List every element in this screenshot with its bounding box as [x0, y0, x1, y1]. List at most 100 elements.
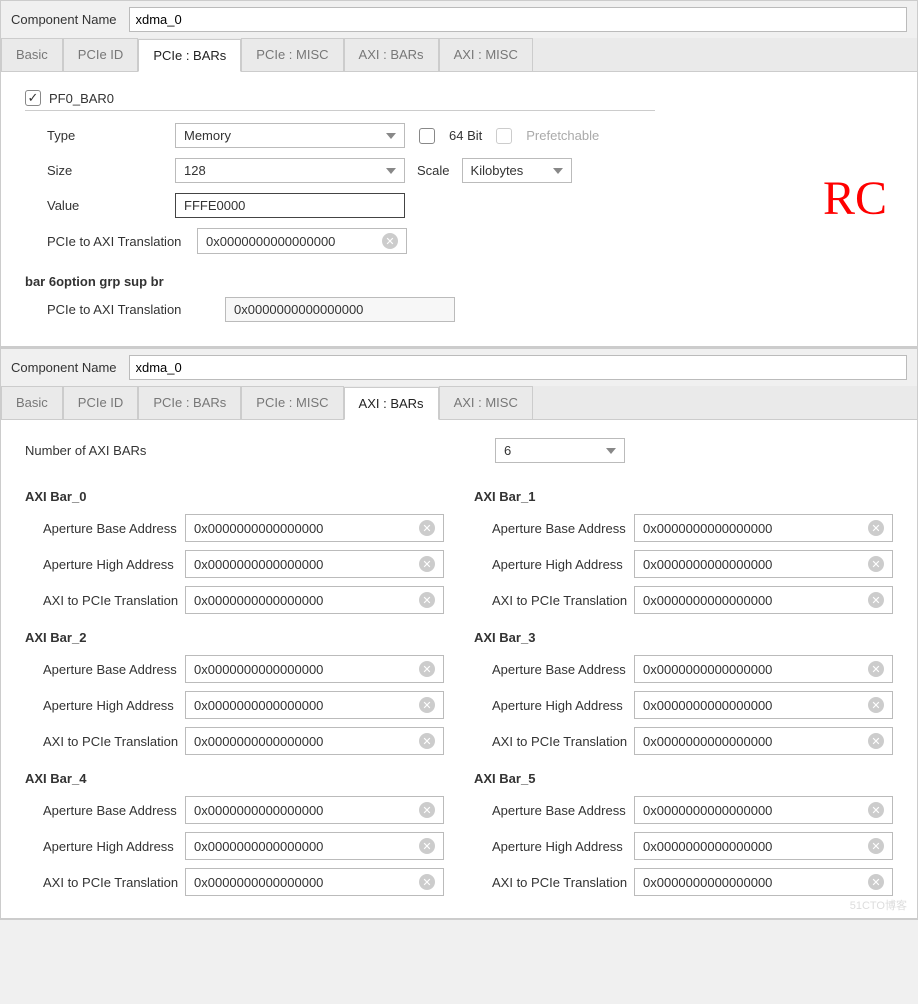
axi-high-label: Aperture High Address: [474, 698, 634, 713]
value-input[interactable]: FFFE0000: [175, 193, 405, 218]
clear-icon[interactable]: ✕: [868, 520, 884, 536]
panel-axi-bars: Component Name BasicPCIe IDPCIe : BARsPC…: [0, 348, 918, 920]
tab-axi-bars[interactable]: AXI : BARs: [344, 38, 439, 71]
axi-trans-input[interactable]: 0x0000000000000000✕: [185, 727, 444, 755]
component-name-input-2[interactable]: [129, 355, 908, 380]
axi-trans-label: AXI to PCIe Translation: [474, 734, 634, 749]
clear-icon[interactable]: ✕: [868, 661, 884, 677]
axi-trans-input[interactable]: 0x0000000000000000✕: [634, 586, 893, 614]
axi-trans-value: 0x0000000000000000: [194, 875, 419, 890]
tab-axi-misc[interactable]: AXI : MISC: [439, 38, 533, 71]
size-row: Size 128 Scale Kilobytes: [25, 158, 893, 183]
pf0-bar0-title: PF0_BAR0: [49, 91, 114, 106]
axi-base-input[interactable]: 0x0000000000000000✕: [634, 655, 893, 683]
axi-bar-row: Aperture High Address0x0000000000000000✕: [474, 832, 893, 860]
size-select[interactable]: 128: [175, 158, 405, 183]
axi-trans-value: 0x0000000000000000: [643, 734, 868, 749]
axi-bar-row: AXI to PCIe Translation0x000000000000000…: [25, 727, 444, 755]
value-row: Value FFFE0000: [25, 193, 893, 218]
pcie-axi-trans-label: PCIe to AXI Translation: [25, 234, 197, 249]
tab-pcie-bars[interactable]: PCIe : BARs: [138, 39, 241, 72]
clear-icon[interactable]: ✕: [868, 697, 884, 713]
axi-trans-label: AXI to PCIe Translation: [25, 734, 185, 749]
axi-base-value: 0x0000000000000000: [643, 662, 868, 677]
chevron-down-icon: [553, 168, 563, 174]
axi-trans-value: 0x0000000000000000: [194, 734, 419, 749]
num-axi-bars-select[interactable]: 6: [495, 438, 625, 463]
axi-base-value: 0x0000000000000000: [643, 521, 868, 536]
clear-icon[interactable]: ✕: [419, 874, 435, 890]
value-text: FFFE0000: [184, 198, 245, 213]
axi-high-input[interactable]: 0x0000000000000000✕: [634, 550, 893, 578]
axi-trans-value: 0x0000000000000000: [643, 875, 868, 890]
clear-icon[interactable]: ✕: [868, 733, 884, 749]
axi-trans-label: AXI to PCIe Translation: [25, 875, 185, 890]
axi-high-label: Aperture High Address: [25, 698, 185, 713]
axi-bar-row: Aperture Base Address0x0000000000000000✕: [474, 514, 893, 542]
axi-high-label: Aperture High Address: [25, 839, 185, 854]
axi-high-value: 0x0000000000000000: [643, 557, 868, 572]
clear-icon[interactable]: ✕: [868, 592, 884, 608]
clear-icon[interactable]: ✕: [868, 556, 884, 572]
chevron-down-icon: [606, 448, 616, 454]
value-label: Value: [25, 198, 175, 213]
tab-pcie-misc[interactable]: PCIe : MISC: [241, 386, 343, 419]
tab-basic[interactable]: Basic: [1, 38, 63, 71]
axi-high-label: Aperture High Address: [474, 839, 634, 854]
axi-trans-input[interactable]: 0x0000000000000000✕: [185, 868, 444, 896]
component-name-row-2: Component Name: [1, 349, 917, 386]
axi-bar-row: Aperture Base Address0x0000000000000000✕: [25, 514, 444, 542]
bar6-trans-row: PCIe to AXI Translation 0x00000000000000…: [25, 297, 893, 322]
axi-high-input[interactable]: 0x0000000000000000✕: [185, 832, 444, 860]
axi-base-input[interactable]: 0x0000000000000000✕: [185, 514, 444, 542]
tab-pcie-id[interactable]: PCIe ID: [63, 38, 139, 71]
clear-icon[interactable]: ✕: [419, 592, 435, 608]
axi-trans-input[interactable]: 0x0000000000000000✕: [634, 868, 893, 896]
axi-high-input[interactable]: 0x0000000000000000✕: [185, 691, 444, 719]
tab-axi-bars[interactable]: AXI : BARs: [344, 387, 439, 420]
axi-base-input[interactable]: 0x0000000000000000✕: [185, 796, 444, 824]
axi-bars-grid: AXI Bar_0Aperture Base Address0x00000000…: [25, 473, 893, 904]
axi-base-label: Aperture Base Address: [25, 803, 185, 818]
clear-icon[interactable]: ✕: [419, 556, 435, 572]
clear-icon[interactable]: ✕: [419, 838, 435, 854]
axi-trans-input[interactable]: 0x0000000000000000✕: [185, 586, 444, 614]
pcie-axi-trans-input[interactable]: 0x0000000000000000 ✕: [197, 228, 407, 254]
clear-icon[interactable]: ✕: [868, 802, 884, 818]
clear-icon[interactable]: ✕: [419, 697, 435, 713]
axi-high-input[interactable]: 0x0000000000000000✕: [634, 691, 893, 719]
tab-axi-misc[interactable]: AXI : MISC: [439, 386, 533, 419]
axi-base-input[interactable]: 0x0000000000000000✕: [634, 514, 893, 542]
type-select[interactable]: Memory: [175, 123, 405, 148]
tab-pcie-id[interactable]: PCIe ID: [63, 386, 139, 419]
axi-high-input[interactable]: 0x0000000000000000✕: [634, 832, 893, 860]
num-axi-bars-label: Number of AXI BARs: [25, 443, 495, 458]
clear-icon[interactable]: ✕: [419, 661, 435, 677]
axi-high-input[interactable]: 0x0000000000000000✕: [185, 550, 444, 578]
axi-base-input[interactable]: 0x0000000000000000✕: [185, 655, 444, 683]
clear-icon[interactable]: ✕: [382, 233, 398, 249]
bar6-title: bar 6option grp sup br: [25, 274, 893, 289]
axi-bar-row: AXI to PCIe Translation0x000000000000000…: [474, 586, 893, 614]
64bit-option[interactable]: 64 Bit: [419, 128, 482, 144]
clear-icon[interactable]: ✕: [419, 520, 435, 536]
pf0-bar0-checkbox[interactable]: [25, 90, 41, 106]
component-name-label-2: Component Name: [11, 360, 117, 375]
tab-basic[interactable]: Basic: [1, 386, 63, 419]
64bit-label: 64 Bit: [449, 128, 482, 143]
axi-trans-input[interactable]: 0x0000000000000000✕: [634, 727, 893, 755]
type-label: Type: [25, 128, 175, 143]
clear-icon[interactable]: ✕: [419, 802, 435, 818]
axi-trans-label: AXI to PCIe Translation: [474, 875, 634, 890]
component-name-input[interactable]: [129, 7, 908, 32]
scale-select[interactable]: Kilobytes: [462, 158, 572, 183]
64bit-checkbox[interactable]: [419, 128, 435, 144]
clear-icon[interactable]: ✕: [868, 874, 884, 890]
clear-icon[interactable]: ✕: [419, 733, 435, 749]
axi-base-input[interactable]: 0x0000000000000000✕: [634, 796, 893, 824]
axi-high-label: Aperture High Address: [474, 557, 634, 572]
tab-pcie-misc[interactable]: PCIe : MISC: [241, 38, 343, 71]
axi-high-label: Aperture High Address: [25, 557, 185, 572]
clear-icon[interactable]: ✕: [868, 838, 884, 854]
tab-pcie-bars[interactable]: PCIe : BARs: [138, 386, 241, 419]
